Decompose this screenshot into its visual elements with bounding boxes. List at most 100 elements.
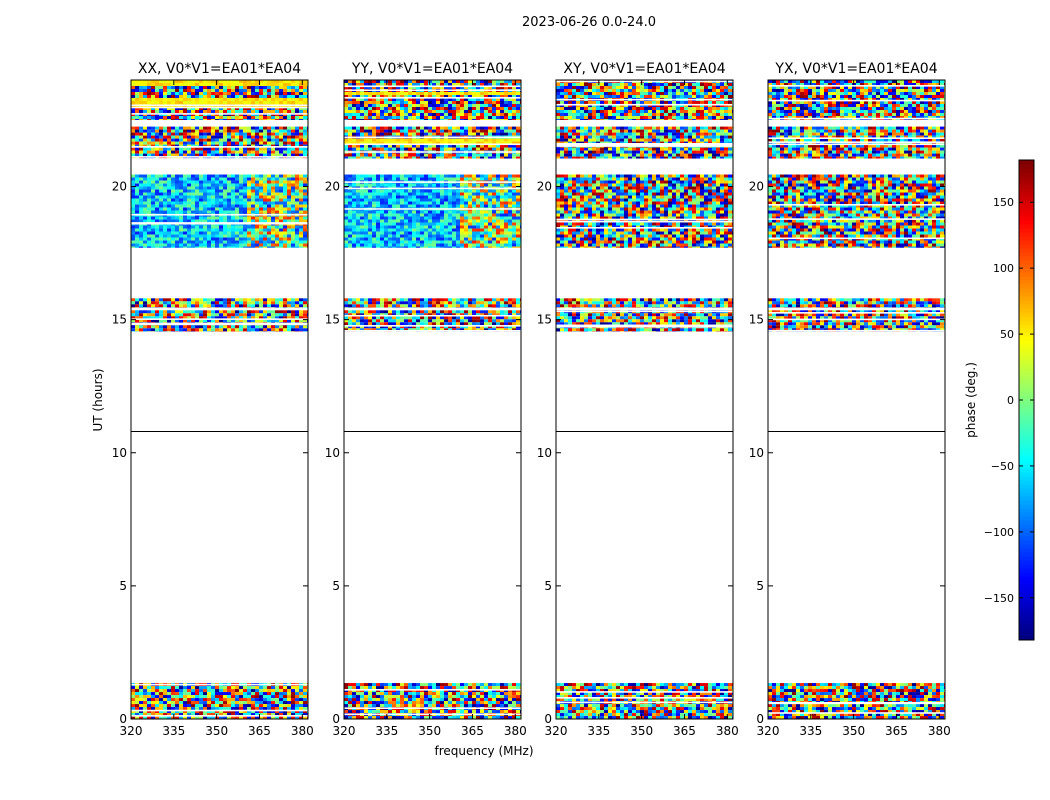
data-band <box>556 174 733 248</box>
phase-data <box>131 80 308 719</box>
colorbar-segment <box>1019 368 1034 373</box>
colorbar-segment <box>1019 480 1034 485</box>
y-tick-label: 15 <box>112 313 127 327</box>
colorbar-segment <box>1019 184 1034 189</box>
colorbar-segment <box>1019 328 1034 333</box>
colorbar-segment <box>1019 556 1034 561</box>
colorbar-segment <box>1019 348 1034 353</box>
colorbar-segment <box>1019 420 1034 425</box>
x-tick-label: 320 <box>120 724 143 738</box>
colorbar-segment <box>1019 300 1034 305</box>
colorbar-segment <box>1019 276 1034 281</box>
data-band <box>768 298 945 308</box>
colorbar-segment <box>1019 224 1034 229</box>
colorbar-segment <box>1019 544 1034 549</box>
x-tick-label: 335 <box>162 724 185 738</box>
x-tick-label: 335 <box>799 724 822 738</box>
plot-frame <box>130 79 309 720</box>
colorbar-segment <box>1019 636 1034 641</box>
x-tick-label: 320 <box>545 724 568 738</box>
colorbar-segment <box>1019 452 1034 457</box>
data-band <box>131 310 308 332</box>
colorbar-segment <box>1019 448 1034 453</box>
colorbar-segment <box>1019 252 1034 257</box>
data-band <box>344 683 521 719</box>
y-tick-label: 0 <box>119 712 127 726</box>
data-band <box>556 80 733 120</box>
x-tick-label: 365 <box>248 724 271 738</box>
colorbar-segment <box>1019 396 1034 401</box>
colorbar-segment <box>1019 564 1034 569</box>
colorbar-tick-label: 50 <box>1000 328 1014 341</box>
data-band <box>131 174 308 248</box>
colorbar-segment <box>1019 280 1034 285</box>
colorbar-segment <box>1019 180 1034 185</box>
colorbar-segment <box>1019 292 1034 297</box>
colorbar-segment <box>1019 220 1034 225</box>
colorbar-segment <box>1019 508 1034 513</box>
x-tick-label: 380 <box>716 724 739 738</box>
x-tick-label: 350 <box>842 724 865 738</box>
colorbar-segment <box>1019 304 1034 309</box>
panel-xy: XY, V0*V1=EA01*EA04 320 335 350 365 380 0 5 10 15… <box>537 61 739 738</box>
colorbar-segment <box>1019 460 1034 465</box>
data-band <box>344 126 521 159</box>
colorbar-segment <box>1019 492 1034 497</box>
colorbar-segment <box>1019 552 1034 557</box>
y-tick-label: 0 <box>544 712 552 726</box>
colorbar-segment <box>1019 580 1034 585</box>
colorbar-label: phase (deg.) <box>964 362 978 438</box>
x-tick-label: 365 <box>673 724 696 738</box>
colorbar-segment <box>1019 260 1034 265</box>
data-band <box>344 174 521 248</box>
data-band <box>131 683 308 719</box>
colorbar-segment <box>1019 320 1034 325</box>
data-band <box>556 126 733 159</box>
colorbar-segment <box>1019 464 1034 469</box>
x-tick-label: 365 <box>885 724 908 738</box>
data-band <box>768 310 945 332</box>
colorbar-segment <box>1019 620 1034 625</box>
y-tick-label: 15 <box>325 313 340 327</box>
colorbar-segment <box>1019 404 1034 409</box>
colorbar-segment <box>1019 488 1034 493</box>
colorbar-segment <box>1019 568 1034 573</box>
colorbar-segment <box>1019 528 1034 533</box>
x-tick-label: 350 <box>418 724 441 738</box>
colorbar-segment <box>1019 572 1034 577</box>
colorbar-segment <box>1019 456 1034 461</box>
colorbar-segment <box>1019 624 1034 629</box>
data-band <box>131 126 308 160</box>
colorbar-segment <box>1019 444 1034 449</box>
data-band <box>556 310 733 332</box>
colorbar-segment <box>1019 516 1034 521</box>
colorbar-segment <box>1019 160 1034 165</box>
colorbar-segment <box>1019 520 1034 525</box>
colorbar-segment <box>1019 440 1034 445</box>
colorbar-segment <box>1019 424 1034 429</box>
x-tick-label: 350 <box>205 724 228 738</box>
plot-frame <box>343 79 522 720</box>
colorbar-segment <box>1019 288 1034 293</box>
colorbar-segment <box>1019 540 1034 545</box>
colorbar-segment <box>1019 604 1034 609</box>
colorbar-segment <box>1019 364 1034 369</box>
colorbar-segment <box>1019 324 1034 329</box>
y-tick-label: 5 <box>756 579 764 593</box>
y-tick-label: 20 <box>537 180 552 194</box>
data-band <box>344 80 521 120</box>
colorbar-segment <box>1019 500 1034 505</box>
colorbar-segment <box>1019 536 1034 541</box>
y-tick-label: 15 <box>749 313 764 327</box>
colorbar-segment <box>1019 208 1034 213</box>
y-tick-label: 15 <box>537 313 552 327</box>
colorbar-segment <box>1019 472 1034 477</box>
colorbar-tick-label: 100 <box>993 262 1014 275</box>
x-tick-label: 335 <box>375 724 398 738</box>
colorbar-segment <box>1019 172 1034 177</box>
colorbar-segment <box>1019 376 1034 381</box>
colorbar-segment <box>1019 268 1034 273</box>
figure-title: 2023-06-26 0.0-24.0 <box>522 15 656 30</box>
panel-title: YX, V0*V1=EA01*EA04 <box>774 61 937 77</box>
